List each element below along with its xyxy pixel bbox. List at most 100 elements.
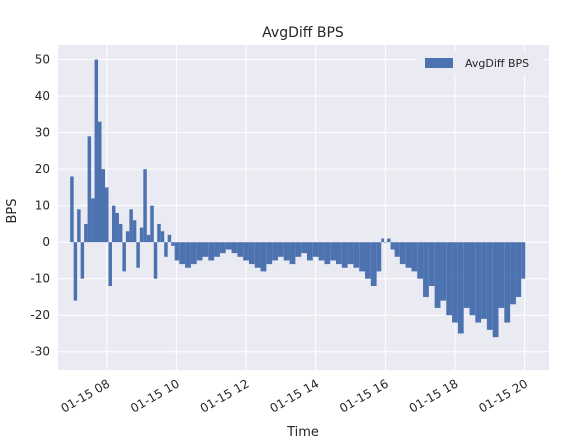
bar <box>129 209 133 243</box>
bar <box>84 223 88 243</box>
y-tick-labels: -30 -20 -10 0 10 20 30 40 50 <box>30 53 50 359</box>
bar <box>125 231 130 243</box>
y-tick-label: 10 <box>35 199 50 213</box>
bar <box>136 242 140 268</box>
bar <box>417 242 424 279</box>
bar <box>434 242 441 308</box>
x-tick-label: 01-15 16 <box>337 376 391 415</box>
bar <box>387 238 391 243</box>
bar <box>277 242 284 257</box>
bar <box>98 121 102 243</box>
bar <box>202 242 209 257</box>
bar <box>515 242 522 297</box>
bar <box>146 234 151 243</box>
bar <box>306 242 313 261</box>
bar <box>101 169 106 243</box>
legend-label: AvgDiff BPS <box>465 57 529 70</box>
bar <box>196 242 203 261</box>
bar <box>185 242 191 268</box>
x-tick-label: 01-15 10 <box>128 376 182 415</box>
bar <box>167 234 172 243</box>
bar <box>353 242 360 268</box>
bar <box>160 231 165 243</box>
bar <box>225 242 232 250</box>
bar <box>289 242 296 265</box>
bar <box>423 242 429 297</box>
bar <box>214 242 220 257</box>
x-axis-label: Time <box>286 425 319 439</box>
bar <box>171 242 175 246</box>
bar <box>381 238 385 243</box>
y-tick-label: -20 <box>30 308 50 322</box>
bar <box>510 242 516 305</box>
y-tick-label: 50 <box>35 53 50 67</box>
bar <box>91 198 95 243</box>
bar <box>139 227 144 243</box>
legend: AvgDiff BPS <box>415 52 543 74</box>
bar <box>118 223 123 243</box>
bar <box>80 242 85 279</box>
bar <box>492 242 499 338</box>
bar <box>390 242 395 250</box>
y-tick-label: 0 <box>42 235 50 249</box>
x-tick-label: 01-15 20 <box>476 376 530 415</box>
bar <box>111 205 116 243</box>
bar <box>254 242 261 268</box>
bar <box>428 242 435 287</box>
bar <box>87 136 92 243</box>
bar <box>336 242 342 265</box>
x-tick-label: 01-15 18 <box>407 376 461 415</box>
bar <box>164 242 168 257</box>
bar <box>77 209 81 243</box>
bar <box>153 242 158 279</box>
bar <box>150 205 154 243</box>
bar <box>486 242 493 330</box>
bar <box>143 169 147 243</box>
bar <box>347 242 354 265</box>
bar <box>70 176 74 243</box>
bar <box>498 242 505 308</box>
bar <box>457 242 464 334</box>
chart-title: AvgDiff BPS <box>262 25 344 41</box>
bars <box>70 59 526 338</box>
bar <box>399 242 406 265</box>
bar <box>312 242 319 257</box>
bar <box>394 242 400 257</box>
x-tick-label: 01-15 08 <box>59 376 113 415</box>
bar <box>108 242 112 287</box>
bar <box>469 242 476 316</box>
x-tick-label: 01-15 12 <box>198 376 252 415</box>
bar <box>359 242 366 272</box>
bar <box>219 242 226 254</box>
bar <box>365 242 371 279</box>
legend-swatch <box>425 58 453 68</box>
bar <box>132 220 137 243</box>
bar <box>179 242 186 265</box>
bar <box>208 242 215 261</box>
y-tick-label: 30 <box>35 126 50 140</box>
y-tick-label: 20 <box>35 162 50 176</box>
y-tick-label: -10 <box>30 272 50 286</box>
bar <box>190 242 197 265</box>
bar <box>105 187 109 243</box>
bar <box>115 212 119 243</box>
x-tick-label: 01-15 14 <box>267 376 321 415</box>
bar <box>384 242 388 243</box>
bar <box>504 242 511 323</box>
bar <box>475 242 482 323</box>
bar <box>157 223 161 243</box>
bar <box>411 242 418 272</box>
bar <box>260 242 267 272</box>
bar <box>318 242 325 261</box>
bar <box>243 242 249 261</box>
plot-area <box>58 45 549 370</box>
bar <box>122 242 126 272</box>
x-tick-labels: 01-15 08 01-15 10 01-15 12 01-15 14 01-15 16… <box>59 376 531 415</box>
bar <box>330 242 337 261</box>
bar <box>266 242 273 265</box>
bar <box>301 242 307 254</box>
bar <box>440 242 447 301</box>
bar <box>463 242 470 308</box>
